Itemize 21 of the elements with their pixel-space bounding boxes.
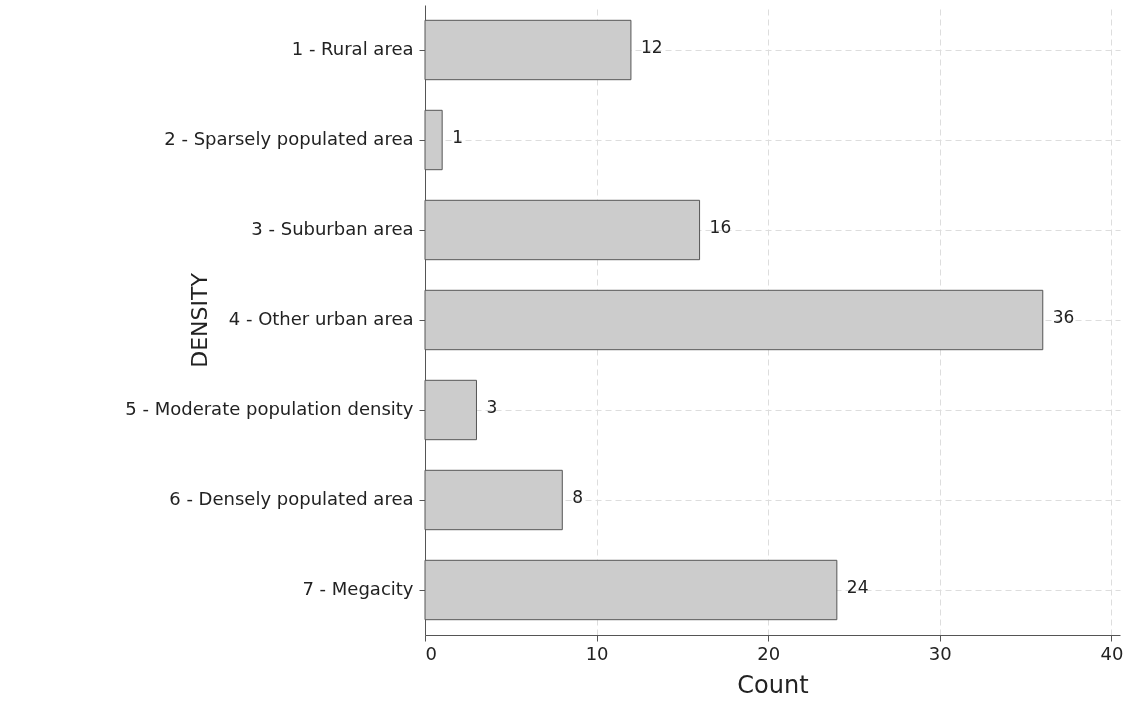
- y-tick-label: 5 - Moderate population density: [125, 398, 414, 419]
- y-tick-label: 2 - Sparsely populated area: [164, 128, 414, 149]
- data-label: 16: [709, 217, 732, 237]
- y-tick-label: 1 - Rural area: [291, 38, 414, 59]
- y-tick-label: 6 - Densely populated area: [169, 488, 414, 509]
- y-tick-label: 3 - Suburban area: [251, 218, 414, 239]
- y-tick-label: 4 - Other urban area: [228, 308, 414, 329]
- x-tick-label: 0: [425, 642, 437, 664]
- y-axis-title: DENSITY: [186, 272, 212, 368]
- data-label: 24: [846, 577, 869, 597]
- x-tick-label: 40: [1100, 642, 1124, 664]
- data-label: 12: [640, 37, 663, 57]
- x-tick-label: 20: [757, 642, 781, 664]
- x-tick-label: 10: [585, 642, 609, 664]
- x-axis-title: Count: [737, 670, 809, 699]
- data-label: 36: [1052, 307, 1075, 327]
- data-label: 1: [452, 127, 463, 147]
- data-label: 8: [572, 487, 584, 507]
- x-tick-label: 30: [928, 642, 952, 664]
- y-tick-label: 7 - Megacity: [302, 578, 414, 599]
- data-label: 3: [486, 397, 498, 417]
